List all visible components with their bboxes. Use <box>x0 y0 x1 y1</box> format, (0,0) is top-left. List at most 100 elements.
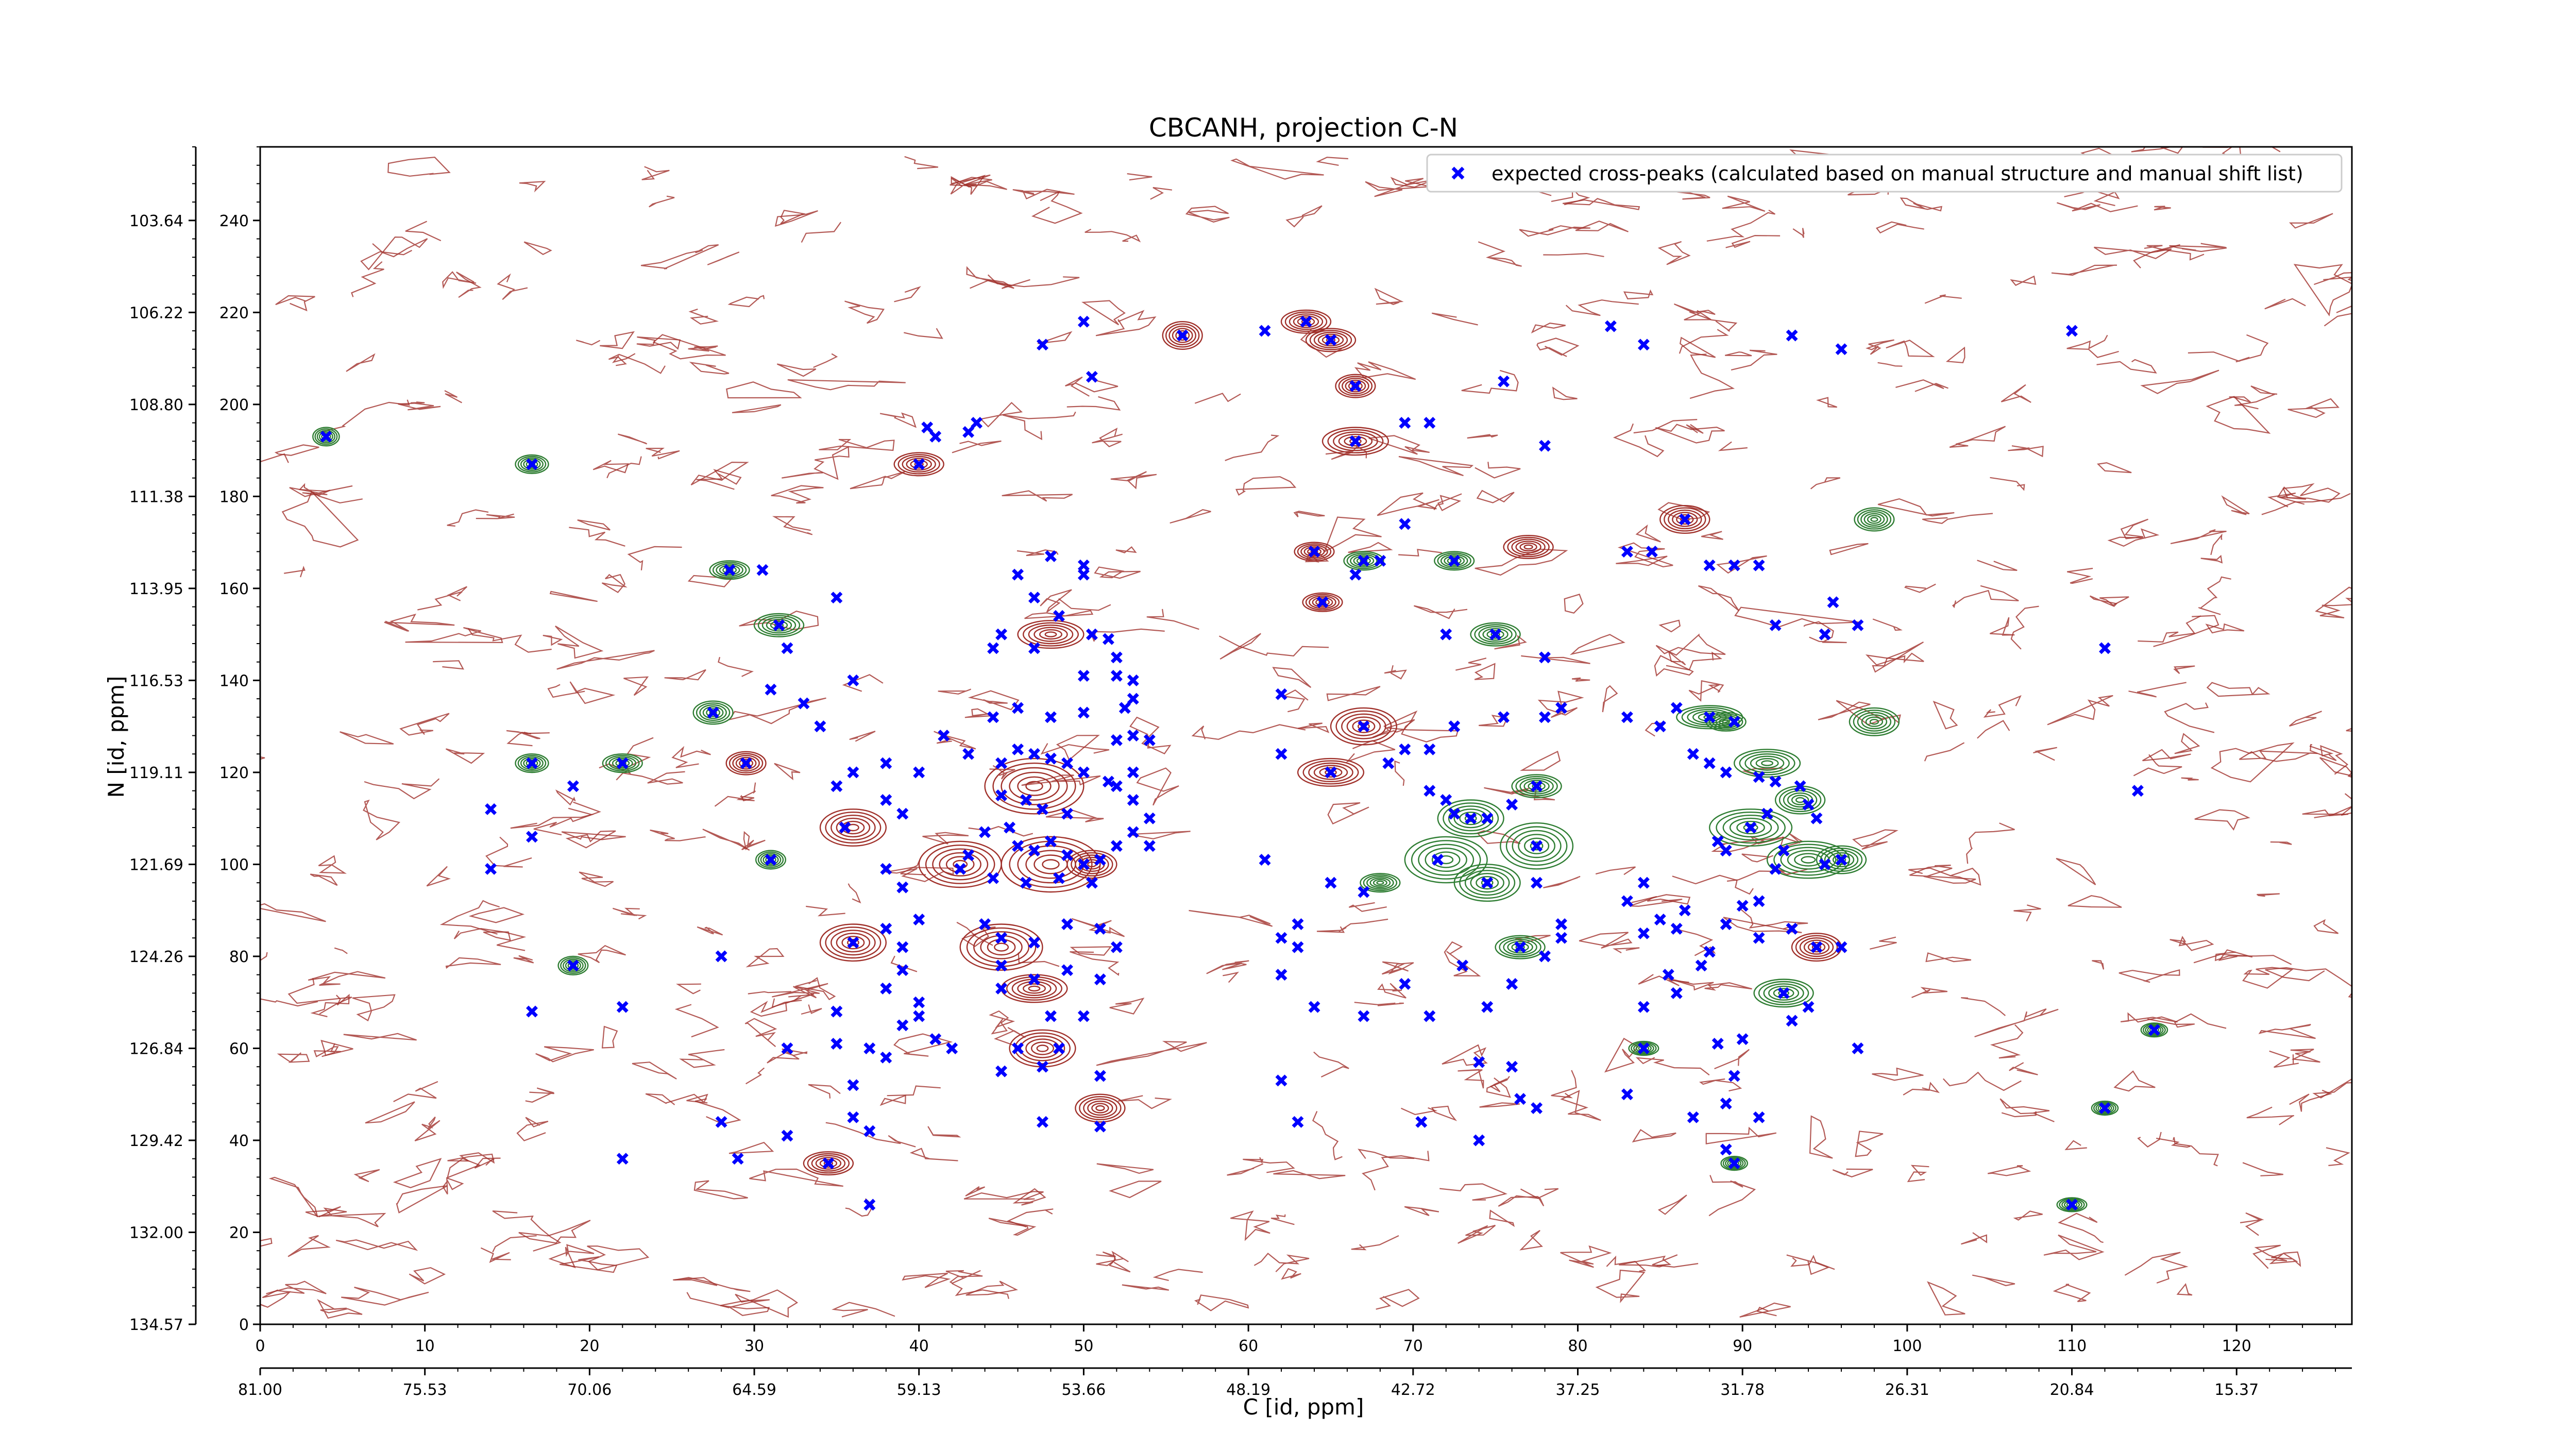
peak-contour <box>959 923 1043 971</box>
peak-contour <box>992 762 1076 810</box>
noise-contour <box>1704 982 1752 991</box>
noise-contour <box>453 928 527 951</box>
noise-contour <box>414 1116 440 1141</box>
cross-peak-marker <box>1374 554 1386 567</box>
noise-contour <box>600 331 635 349</box>
cross-peak-marker <box>1703 946 1716 958</box>
cross-peak-marker <box>1423 417 1436 429</box>
cross-peak-marker <box>1720 766 1732 779</box>
noise-contour <box>492 1235 537 1253</box>
noise-contour <box>2058 1212 2104 1243</box>
noise-contour <box>1348 542 1393 553</box>
cross-peak-marker <box>995 789 1008 801</box>
noise-contour <box>549 591 598 602</box>
cross-peak-marker <box>1086 628 1098 641</box>
cross-peak-marker <box>1777 987 1790 999</box>
noise-contour <box>405 221 442 242</box>
peak-contour <box>1470 872 1504 893</box>
cross-peak-marker <box>485 863 497 875</box>
noise-contour <box>1003 411 1076 441</box>
cross-peak-marker <box>1275 969 1287 981</box>
cross-peak-marker <box>1637 927 1650 939</box>
noise-contour <box>616 771 685 785</box>
peak-contour <box>1014 1032 1071 1065</box>
peak-contour <box>1743 823 1758 832</box>
noise-contour <box>2234 385 2278 410</box>
cross-peak-marker <box>1275 932 1287 944</box>
peak-contour <box>1470 622 1521 647</box>
noise-contour <box>2001 1111 2037 1118</box>
noise-contour <box>533 801 601 836</box>
cross-peak-marker <box>2066 1199 2078 1211</box>
noise-contour <box>1560 1090 1601 1121</box>
cross-peak-marker <box>1127 794 1139 806</box>
cross-peak-marker <box>1349 435 1362 447</box>
noise-contour <box>904 328 943 339</box>
peak-contour <box>1044 631 1057 637</box>
peak-contour <box>1720 1156 1748 1171</box>
cross-peak-marker <box>1110 734 1123 746</box>
peak-contour <box>1305 328 1357 352</box>
noise-contour <box>442 271 477 289</box>
peak-contour <box>1515 776 1558 797</box>
noise-contour <box>1617 542 1673 568</box>
cross-peak-marker <box>814 720 826 733</box>
noise-contour <box>513 955 534 964</box>
peak-contour <box>1870 517 1878 522</box>
x-ppm-tick-label: 59.13 <box>897 1381 941 1399</box>
noise-contour <box>535 1046 594 1063</box>
cross-peak-marker <box>1555 918 1567 930</box>
peak-contour <box>1722 814 1779 840</box>
y-index-tick-label: 160 <box>219 580 249 598</box>
noise-contour <box>352 994 396 1022</box>
cross-peak-marker <box>1802 798 1815 811</box>
cross-peak-marker <box>1077 706 1090 719</box>
cross-peak-marker <box>863 1042 876 1054</box>
peak-contour <box>1308 762 1353 782</box>
cross-peak-marker <box>1259 325 1271 337</box>
peak-contour <box>819 808 887 847</box>
cross-peak-marker <box>1127 766 1139 779</box>
noise-contour <box>2096 462 2132 474</box>
peak-contour <box>1664 507 1706 532</box>
peak-contour <box>557 955 589 975</box>
noise-contour <box>2188 334 2269 363</box>
cross-peak-marker <box>1432 854 1444 866</box>
cross-peak-marker <box>1728 559 1740 571</box>
x-index-tick-label: 30 <box>744 1337 764 1355</box>
cross-peak-marker <box>1695 959 1707 972</box>
noise-contour <box>2056 857 2096 885</box>
peak-contour <box>761 617 796 634</box>
x-ppm-tick-label: 64.59 <box>732 1381 776 1399</box>
noise-contour <box>565 830 616 849</box>
peak-contour <box>1783 790 1818 810</box>
peak-contour <box>321 433 331 441</box>
cross-peak-marker <box>1621 546 1633 558</box>
peak-contour <box>1482 628 1509 641</box>
cross-peak-marker <box>913 996 925 1008</box>
noise-contour <box>2240 1212 2264 1236</box>
noise-contour <box>1377 983 1406 999</box>
peak-contour <box>520 756 544 770</box>
noise-contour <box>1270 1214 1295 1225</box>
noise-contour <box>1012 189 1075 200</box>
noise-contour <box>1414 605 1468 619</box>
peak-contour <box>605 754 640 772</box>
noise-contour <box>1531 322 1566 334</box>
noise-contour <box>277 1052 310 1063</box>
noise-contour <box>2302 809 2349 816</box>
noise-contour <box>1990 477 2025 491</box>
cross-peak-marker <box>913 458 925 470</box>
noise-contour <box>1439 1183 1508 1201</box>
peak-contour <box>1039 629 1062 640</box>
noise-contour <box>2206 682 2270 697</box>
cross-peak-marker <box>1465 812 1477 824</box>
y-index-tick-label: 240 <box>219 212 249 230</box>
noise-contour <box>2053 1284 2091 1302</box>
noise-contour <box>679 1049 725 1068</box>
noise-contour <box>1040 743 1110 755</box>
peak-contour <box>1346 716 1381 736</box>
cross-peak-marker <box>921 422 934 433</box>
cross-peak-marker <box>896 881 909 894</box>
noise-contour <box>1185 206 1230 223</box>
